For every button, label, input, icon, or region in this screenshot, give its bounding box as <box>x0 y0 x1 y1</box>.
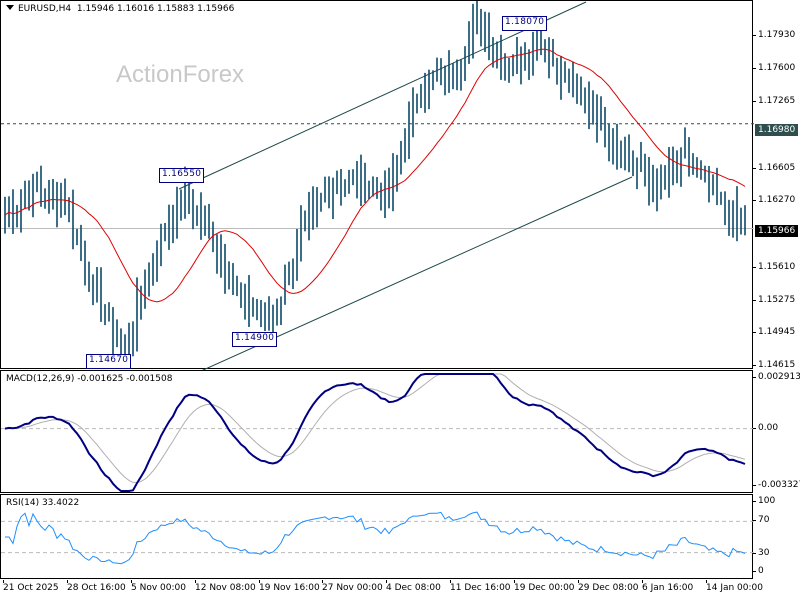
price-tick: 1.14945 <box>753 327 795 338</box>
ohlc-values: 1.15946 1.16016 1.15883 1.15966 <box>76 4 235 14</box>
price-tick: 1.15275 <box>753 295 795 306</box>
time-tick: 28 Oct 16:00 <box>67 580 126 593</box>
price-tick: 1.17265 <box>753 96 795 107</box>
rsi-axis[interactable]: 100 70 30 0 <box>753 494 800 579</box>
time-tick: 19 Dec 00:00 <box>514 580 575 593</box>
annotation-swing-low: 1.14900 <box>232 332 278 347</box>
time-tick: 29 Dec 08:00 <box>578 580 639 593</box>
annotation-low: 1.14670 <box>86 354 132 369</box>
price-tick: 1.14615 <box>753 360 795 371</box>
time-tick: 5 Nov 00:00 <box>131 580 186 593</box>
level-price-label: 1.16980 <box>755 124 799 136</box>
rsi-tick: 70 <box>753 515 769 526</box>
price-tick: 1.16270 <box>753 195 795 206</box>
time-tick: 6 Jan 16:00 <box>642 580 694 593</box>
dropdown-triangle-icon[interactable] <box>6 5 14 10</box>
macd-tick: 0.00 <box>753 423 778 434</box>
price-tick: 1.15610 <box>753 262 795 273</box>
macd-tick: 0.002913 <box>753 372 800 383</box>
price-tick: 1.17930 <box>753 30 795 41</box>
annotation-swing-high: 1.16550 <box>159 168 205 183</box>
price-tick: 1.16605 <box>753 163 795 174</box>
rsi-tick: 100 <box>753 496 775 507</box>
macd-axis[interactable]: 0.002913 0.00 -0.003327 <box>753 370 800 493</box>
current-price-label: 1.15966 <box>755 225 799 237</box>
time-tick: 12 Nov 08:00 <box>195 580 256 593</box>
time-tick: 11 Dec 16:00 <box>450 580 511 593</box>
macd-lines <box>1 373 754 492</box>
price-bars <box>1 1 754 370</box>
rsi-pane[interactable]: RSI(14) 33.4022 <box>0 494 754 579</box>
time-tick: 14 Jan 00:00 <box>706 580 763 593</box>
macd-pane[interactable]: MACD(12,26,9) -0.001625 -0.001508 <box>0 370 754 493</box>
rsi-line <box>1 511 754 565</box>
rsi-tick: 30 <box>753 548 769 559</box>
chart-title: EURUSD,H4 1.15946 1.16016 1.15883 1.1596… <box>6 4 234 14</box>
price-chart-pane[interactable]: EURUSD,H4 1.15946 1.16016 1.15883 1.1596… <box>0 0 754 370</box>
price-axis[interactable]: 1.17930 1.17600 1.17265 1.16605 1.16270 … <box>753 0 800 371</box>
time-tick: 19 Nov 16:00 <box>259 580 320 593</box>
macd-title: MACD(12,26,9) -0.001625 -0.001508 <box>6 374 173 384</box>
time-tick: 21 Oct 2025 <box>3 580 59 593</box>
watermark: ActionForex <box>116 61 245 88</box>
macd-tick: -0.003327 <box>753 480 800 491</box>
annotation-high: 1.18070 <box>502 16 548 31</box>
time-axis[interactable]: 21 Oct 2025 28 Oct 16:00 5 Nov 00:00 12 … <box>0 580 800 600</box>
time-tick: 4 Dec 08:00 <box>386 580 441 593</box>
time-tick: 27 Nov 00:00 <box>322 580 383 593</box>
rsi-tick: 0 <box>753 566 764 577</box>
rsi-title: RSI(14) 33.4022 <box>6 498 80 508</box>
price-tick: 1.17600 <box>753 63 795 74</box>
symbol-label: EURUSD,H4 <box>18 4 72 14</box>
